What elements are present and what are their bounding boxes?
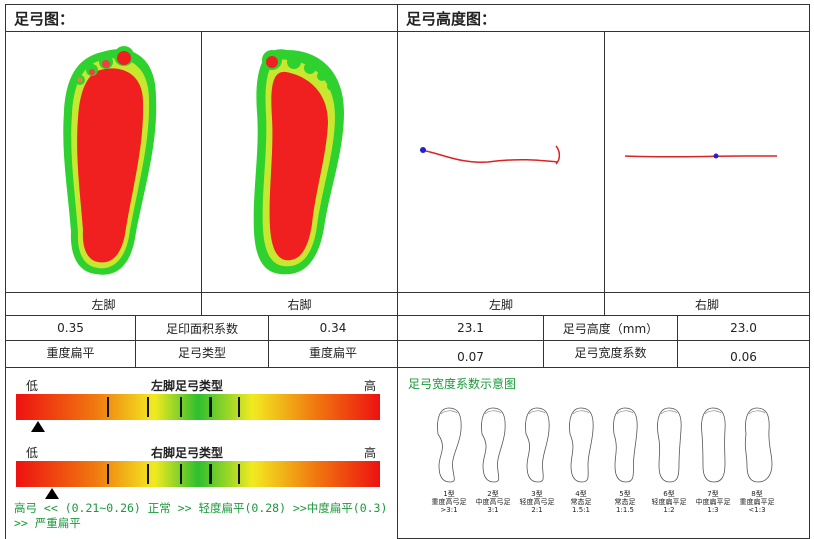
arch-height-label: 足弓高度（mm）: [543, 315, 678, 341]
arch-scale-panel: 低 左脚足弓类型 高 低 右脚足弓类型 高 高弓 << (0.21~0.26) …: [5, 367, 398, 539]
right-scale-marker: [45, 488, 60, 499]
scale-tick: [107, 397, 109, 417]
left-arch-type: 重度扁平: [5, 340, 136, 368]
foot-type-desc: 中度扁平足: [695, 498, 731, 506]
scale-tick: [238, 397, 240, 417]
foot-outline-icon: [613, 407, 638, 483]
right-arch-type: 重度扁平: [268, 340, 398, 368]
foot-type-ratio: >3:1: [440, 506, 458, 514]
right-right-foot-label: 右脚: [604, 292, 810, 316]
foot-type-name: 6型: [663, 490, 675, 498]
foot-type-ratio: 3:1: [487, 506, 499, 514]
foot-type-item: 1型 重度高弓足 >3:1: [428, 404, 470, 514]
foot-type-ratio: 1:2: [663, 506, 675, 514]
arch-type-label: 足弓类型: [135, 340, 269, 368]
arch-scale-legend: 高弓 << (0.21~0.26) 正常 >> 轻度扁平(0.28) >>中度扁…: [14, 501, 388, 530]
foot-type-desc: 常态足: [570, 498, 592, 506]
right-arch-height: 23.0: [677, 315, 810, 341]
foot-type-ratio: 2:1: [531, 506, 543, 514]
right-arch-scale-bar: [16, 461, 380, 487]
left-footprint-image: [63, 46, 157, 275]
right-arch-width-coefficient: 0.06: [677, 340, 810, 368]
right-scale-high-label: 高: [364, 446, 377, 460]
left-arch-height: 23.1: [397, 315, 544, 341]
left-scale-high-label: 高: [364, 379, 377, 393]
scale-tick: [209, 397, 212, 417]
footprint-section-title: 足弓图：: [5, 4, 398, 32]
foot-type-item: 4型 常态足 1.5:1: [560, 404, 602, 514]
foot-outline-icon: [569, 407, 594, 483]
right-scale-low-label: 低: [26, 446, 39, 460]
foot-type-desc: 重度高弓足: [431, 498, 467, 506]
foot-type-item: 5型 常态足 1:1.5: [604, 404, 646, 514]
left-scale-title: 左脚足弓类型: [151, 379, 224, 393]
scale-tick: [147, 464, 149, 484]
right-arch-height-curve: [624, 153, 777, 159]
foot-type-item: 6型 轻度扁平足 1:2: [648, 404, 690, 514]
right-footprint-panel: [201, 31, 398, 293]
foot-type-name: 1型: [443, 490, 455, 498]
foot-outline-icon: [657, 407, 682, 483]
foot-outline-icon: [744, 407, 773, 483]
foot-type-item: 7型 中度扁平足 1:3: [692, 404, 734, 514]
left-foot-label: 左脚: [5, 292, 202, 316]
foot-type-desc: 轻度扁平足: [651, 498, 687, 506]
width-diagram-title: 足弓宽度系数示意图: [408, 377, 517, 391]
right-foot-label: 右脚: [201, 292, 398, 316]
foot-type-desc: 轻度高弓足: [519, 498, 555, 506]
foot-type-ratio: 1:1.5: [616, 506, 634, 514]
left-arch-scale-bar: [16, 394, 380, 420]
foot-type-name: 7型: [707, 490, 719, 498]
right-scale-title: 右脚足弓类型: [151, 446, 224, 460]
foot-outline-icon: [701, 407, 726, 483]
arch-width-coefficient-label: 足弓宽度系数: [543, 340, 678, 368]
foot-type-desc: 重度扁平足: [739, 498, 775, 506]
foot-type-desc: 中度高弓足: [475, 498, 511, 506]
foot-type-desc: 常态足: [614, 498, 636, 506]
foot-outline-icon: [481, 407, 506, 483]
scale-tick: [147, 397, 149, 417]
left-footprint-panel: [5, 31, 202, 293]
scale-tick: [107, 464, 109, 484]
foot-type-ratio: 1.5:1: [572, 506, 590, 514]
width-diagram-panel: 足弓宽度系数示意图 1型 重度高弓足 >3:1 2型 中度高弓足 3:1 3型 轻度高弓足…: [397, 367, 810, 539]
scale-tick: [238, 464, 240, 484]
foot-type-name: 5型: [619, 490, 631, 498]
foot-type-item: 8型 重度扁平足 <1:3: [736, 404, 778, 514]
right-footprint-image: [253, 49, 344, 275]
arch-height-section-title: 足弓高度图：: [397, 4, 810, 32]
right-left-foot-label: 左脚: [397, 292, 605, 316]
foot-type-name: 2型: [487, 490, 499, 498]
area-coefficient-label: 足印面积系数: [135, 315, 269, 341]
left-area-coefficient: 0.35: [5, 315, 136, 341]
right-arch-height-panel: [604, 31, 810, 293]
left-scale-low-label: 低: [26, 379, 39, 393]
foot-type-list: 1型 重度高弓足 >3:1 2型 中度高弓足 3:1 3型 轻度高弓足 2:1 4型 常态足 1…: [428, 404, 778, 529]
scale-tick: [209, 464, 212, 484]
left-arch-height-curve: [419, 145, 561, 165]
foot-type-name: 3型: [531, 490, 543, 498]
foot-type-name: 4型: [575, 490, 587, 498]
left-scale-marker: [30, 421, 45, 432]
foot-outline-icon: [525, 407, 550, 483]
foot-type-item: 2型 中度高弓足 3:1: [472, 404, 514, 514]
foot-type-ratio: <1:3: [748, 506, 766, 514]
left-arch-height-panel: [397, 31, 605, 293]
right-area-coefficient: 0.34: [268, 315, 398, 341]
scale-tick: [180, 397, 182, 417]
foot-type-name: 8型: [751, 490, 763, 498]
foot-outline-icon: [437, 407, 462, 483]
scale-tick: [180, 464, 182, 484]
foot-type-item: 3型 轻度高弓足 2:1: [516, 404, 558, 514]
foot-type-ratio: 1:3: [707, 506, 719, 514]
left-arch-width-coefficient: 0.07: [397, 340, 544, 368]
